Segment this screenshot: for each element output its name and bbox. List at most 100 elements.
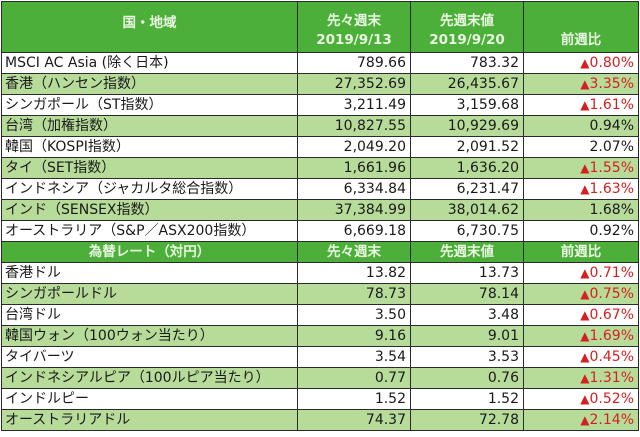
row-prev1-value: 1,636.20	[410, 157, 524, 179]
row-name: 香港（ハンセン指数）	[1, 73, 298, 95]
row-change-value: 2.07%	[523, 136, 639, 158]
change-percent: 0.94%	[589, 118, 634, 134]
table-row: オーストラリアドル 74.37 72.78 ▲2.14%	[1, 409, 639, 431]
fx-prev1-header: 先週末値	[410, 241, 524, 263]
table-row: インドネシアルピア（100ルピア当たり） 0.77 0.76 ▲1.31%	[1, 367, 639, 389]
negative-triangle-icon: ▲	[580, 413, 590, 427]
change-percent: 0.80%	[589, 55, 634, 71]
row-prev2-value: 3.54	[297, 346, 411, 368]
row-prev2-value: 0.77	[297, 367, 411, 389]
row-prev2-value: 78.73	[297, 283, 411, 305]
table-row: タイ（SET指数） 1,661.96 1,636.20 ▲1.55%	[1, 157, 639, 179]
row-change-value: ▲1.31%	[523, 367, 639, 389]
negative-triangle-icon: ▲	[580, 350, 590, 364]
row-change-value: ▲3.35%	[523, 73, 639, 95]
negative-triangle-icon: ▲	[580, 56, 590, 70]
row-prev2-value: 6,669.18	[297, 220, 411, 242]
prev1-header-label: 先週末値	[440, 13, 494, 29]
change-percent: 0.75%	[589, 286, 634, 302]
row-name: タイバーツ	[1, 346, 298, 368]
table-row: インドネシア（ジャカルタ総合指数） 6,334.84 6,231.47 ▲1.63%	[1, 178, 639, 200]
prev2-header-date: 2019/9/13	[316, 32, 392, 48]
fx-region-header: 為替レート（対円）	[1, 241, 298, 263]
row-change-value: ▲1.63%	[523, 178, 639, 200]
negative-triangle-icon: ▲	[580, 287, 590, 301]
prev2-header: 先々週末 2019/9/13	[297, 1, 411, 53]
row-change-value: ▲0.52%	[523, 388, 639, 410]
change-percent: 3.35%	[589, 76, 634, 92]
change-percent: 2.14%	[589, 412, 634, 428]
row-name: オーストラリアドル	[1, 409, 298, 431]
row-name: 韓国（KOSPI指数）	[1, 136, 298, 158]
fx-header-body: 為替レート（対円） 先々週末 先週末値 前週比	[1, 241, 639, 263]
row-prev2-value: 74.37	[297, 409, 411, 431]
fx-prev2-header: 先々週末	[297, 241, 411, 263]
fx-body: 香港ドル 13.82 13.73 ▲0.71% シンガポールドル 78.73 78.14 ▲0…	[1, 262, 639, 431]
prev1-header-date: 2019/9/20	[429, 32, 505, 48]
row-name: 韓国ウォン（100ウォン当たり）	[1, 325, 298, 347]
row-change-value: ▲1.55%	[523, 157, 639, 179]
table-row: オーストラリア（S&P／ASX200指数） 6,669.18 6,730.75 0.9…	[1, 220, 639, 242]
change-percent: 0.67%	[589, 307, 634, 323]
prev2-header-label: 先々週末	[327, 13, 381, 29]
row-prev1-value: 783.32	[410, 52, 524, 74]
row-prev2-value: 3,211.49	[297, 94, 411, 116]
table-row: 韓国（KOSPI指数） 2,049.20 2,091.52 2.07%	[1, 136, 639, 158]
row-prev1-value: 13.73	[410, 262, 524, 284]
negative-triangle-icon: ▲	[580, 77, 590, 91]
row-name: 香港ドル	[1, 262, 298, 284]
row-prev1-value: 10,929.69	[410, 115, 524, 137]
negative-triangle-icon: ▲	[580, 371, 590, 385]
row-name: インド（SENSEX指数）	[1, 199, 298, 221]
table-row: インド（SENSEX指数） 37,384.99 38,014.62 1.68%	[1, 199, 639, 221]
negative-triangle-icon: ▲	[580, 266, 590, 280]
row-prev1-value: 1.52	[410, 388, 524, 410]
change-percent: 0.52%	[589, 391, 634, 407]
row-prev1-value: 6,730.75	[410, 220, 524, 242]
row-name: 台湾ドル	[1, 304, 298, 326]
row-change-value: ▲2.14%	[523, 409, 639, 431]
row-prev1-value: 72.78	[410, 409, 524, 431]
row-prev1-value: 9.01	[410, 325, 524, 347]
negative-triangle-icon: ▲	[580, 392, 590, 406]
change-percent: 1.31%	[589, 370, 634, 386]
table-row: タイバーツ 3.54 3.53 ▲0.45%	[1, 346, 639, 368]
table-row: MSCI AC Asia (除く日本) 789.66 783.32 ▲0.80%	[1, 52, 639, 74]
change-percent: 0.92%	[589, 223, 634, 239]
indices-body: MSCI AC Asia (除く日本) 789.66 783.32 ▲0.80% 香港（…	[1, 52, 639, 242]
row-prev2-value: 9.16	[297, 325, 411, 347]
row-prev1-value: 3.53	[410, 346, 524, 368]
prev1-header: 先週末値 2019/9/20	[410, 1, 524, 53]
region-header: 国・地域	[1, 1, 298, 53]
change-percent: 2.07%	[589, 139, 634, 155]
table-row: 韓国ウォン（100ウォン当たり） 9.16 9.01 ▲1.69%	[1, 325, 639, 347]
change-percent: 1.55%	[589, 160, 634, 176]
row-prev2-value: 2,049.20	[297, 136, 411, 158]
row-prev1-value: 0.76	[410, 367, 524, 389]
row-prev1-value: 3.48	[410, 304, 524, 326]
change-percent: 0.45%	[589, 349, 634, 365]
row-prev2-value: 10,827.55	[297, 115, 411, 137]
table-row: インドルピー 1.52 1.52 ▲0.52%	[1, 388, 639, 410]
table-row: 香港ドル 13.82 13.73 ▲0.71%	[1, 262, 639, 284]
row-change-value: ▲0.75%	[523, 283, 639, 305]
row-prev2-value: 789.66	[297, 52, 411, 74]
row-change-value: 0.92%	[523, 220, 639, 242]
row-name: インドネシア（ジャカルタ総合指数）	[1, 178, 298, 200]
change-percent: 1.69%	[589, 328, 634, 344]
row-prev1-value: 78.14	[410, 283, 524, 305]
table-row: 台湾（加権指数） 10,827.55 10,929.69 0.94%	[1, 115, 639, 137]
row-name: インドネシアルピア（100ルピア当たり）	[1, 367, 298, 389]
row-change-value: ▲1.69%	[523, 325, 639, 347]
row-change-value: ▲1.61%	[523, 94, 639, 116]
change-header: 前週比	[523, 1, 639, 53]
table-row: 香港（ハンセン指数） 27,352.69 26,435.67 ▲3.35%	[1, 73, 639, 95]
negative-triangle-icon: ▲	[580, 98, 590, 112]
row-name: 台湾（加権指数）	[1, 115, 298, 137]
indices-header-row: 国・地域 先々週末 2019/9/13 先週末値 2019/9/20 前週比	[1, 1, 639, 53]
row-change-value: ▲0.71%	[523, 262, 639, 284]
change-percent: 0.71%	[589, 265, 634, 281]
row-change-value: ▲0.80%	[523, 52, 639, 74]
row-name: オーストラリア（S&P／ASX200指数）	[1, 220, 298, 242]
row-prev1-value: 3,159.68	[410, 94, 524, 116]
